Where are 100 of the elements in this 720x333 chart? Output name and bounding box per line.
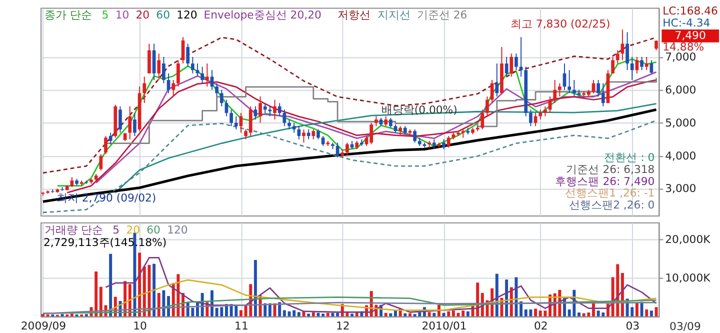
candlestick	[118, 106, 122, 134]
text: 60	[156, 8, 170, 22]
candlestick	[108, 132, 112, 145]
text: 10	[115, 8, 130, 22]
x-tick-label: 02	[534, 320, 548, 333]
candlestick	[157, 53, 161, 80]
bar	[157, 292, 160, 316]
bar	[162, 290, 166, 316]
candlestick	[534, 112, 538, 127]
candlestick	[282, 109, 286, 127]
line-series	[42, 36, 657, 174]
y-tick-label: 3,000	[665, 182, 696, 196]
candlestick	[133, 112, 136, 137]
candlestick	[384, 116, 388, 127]
candlestick	[230, 109, 233, 127]
annotation: Envelope중심선 20,20	[204, 8, 322, 22]
bar	[447, 311, 450, 316]
y-tick-label: 10,000K	[665, 271, 712, 284]
candlestick	[529, 109, 532, 127]
candlestick	[210, 70, 214, 90]
candlestick	[258, 96, 262, 124]
candlestick	[374, 116, 378, 127]
candlestick	[312, 128, 316, 140]
text: 5	[102, 8, 109, 22]
bar	[322, 314, 325, 316]
legend-title: 종가 단순	[44, 8, 92, 22]
candlestick	[196, 62, 200, 78]
candlestick	[644, 56, 648, 71]
candlestick	[292, 122, 296, 134]
candlestick	[176, 60, 180, 88]
x-tick-label: 2010/01	[422, 320, 467, 333]
annotation: 후행스팬 26: 7,490	[555, 174, 655, 188]
text: 20	[136, 8, 150, 22]
y-tick-label: 6,000	[665, 83, 696, 96]
candlestick	[553, 79, 557, 104]
bar	[466, 311, 470, 316]
candlestick	[99, 154, 103, 172]
bar	[432, 312, 436, 316]
candlestick	[568, 70, 572, 94]
candlestick	[288, 119, 291, 130]
annotation: 전환선 : 0	[604, 151, 655, 164]
bar	[336, 312, 340, 316]
candlestick	[321, 136, 325, 146]
x-tick-label: 11	[234, 320, 248, 333]
candlestick	[510, 53, 514, 78]
candlestick	[446, 136, 450, 148]
candlestick	[302, 128, 306, 144]
line-series	[105, 256, 657, 313]
bar	[645, 309, 648, 316]
candlestick	[432, 138, 436, 150]
line-series	[105, 279, 657, 313]
candlestick	[220, 89, 224, 107]
bar	[534, 308, 538, 316]
candlestick	[128, 106, 132, 140]
text: 20	[126, 223, 140, 236]
candlestick	[336, 142, 340, 158]
bar	[331, 312, 334, 316]
candlestick	[601, 82, 605, 107]
candlestick	[239, 112, 243, 134]
bar	[452, 310, 455, 316]
candlestick	[148, 43, 151, 74]
bar	[99, 286, 102, 316]
candlestick	[572, 79, 576, 97]
bar	[326, 312, 330, 316]
line-series	[42, 302, 657, 314]
candlestick	[104, 136, 108, 155]
text: 저항선	[338, 8, 371, 22]
bar	[307, 314, 310, 316]
legend-title: 거래량 단순	[44, 223, 103, 236]
annotation: 최고 7,830 (02/25)	[510, 18, 610, 31]
candlestick	[626, 32, 629, 71]
bar	[254, 260, 257, 316]
candlestick	[630, 56, 634, 80]
candlestick	[166, 72, 170, 94]
x-tick-label: 10	[133, 320, 148, 333]
candlestick	[442, 138, 446, 150]
text: 지지선	[377, 8, 410, 22]
y-tick-label: 5,000	[665, 116, 696, 130]
candlestick	[486, 96, 489, 117]
bar	[428, 312, 431, 316]
bar	[316, 312, 320, 316]
candlestick	[263, 102, 267, 114]
annotation: 기준선 26: 6,318	[566, 162, 655, 176]
text: 03/09	[670, 320, 701, 333]
candlestick	[640, 56, 644, 71]
candlestick	[224, 99, 228, 117]
bar	[350, 314, 354, 316]
candlestick	[234, 116, 238, 130]
candlestick	[200, 66, 204, 84]
candlestick	[544, 106, 547, 117]
text: LC:168.46	[662, 4, 718, 18]
bar	[404, 313, 407, 316]
text: 60	[146, 223, 161, 236]
candlestick	[620, 29, 624, 61]
candlestick	[205, 62, 209, 88]
candlestick	[480, 109, 484, 130]
bar	[635, 302, 638, 316]
bar	[384, 312, 388, 316]
text: 기준선 26	[416, 8, 468, 22]
candlestick	[504, 56, 508, 78]
